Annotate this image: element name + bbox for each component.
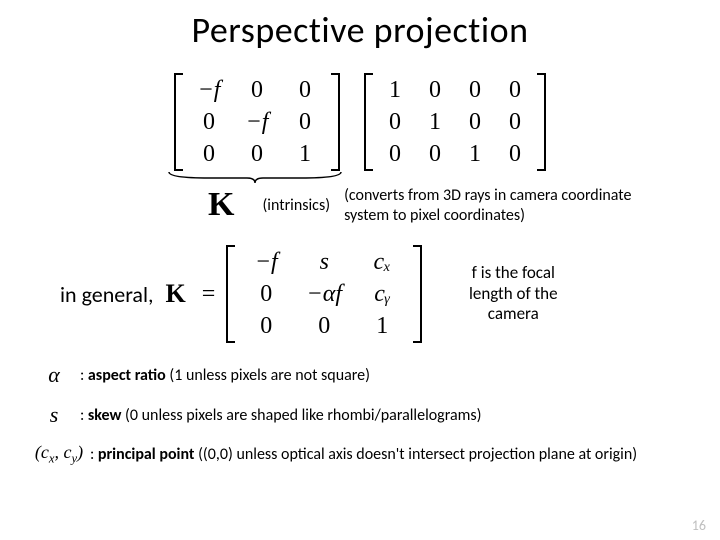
- def-text: : principal point ((0,0) unless optical …: [90, 445, 637, 464]
- matrix-cell: 0: [233, 74, 281, 106]
- matrix-cell: 0: [495, 74, 535, 106]
- in-general-label: in general,: [60, 281, 154, 308]
- slide-number: 16: [692, 517, 706, 534]
- cxcy-symbol: (cx, cy): [28, 442, 90, 467]
- right-bracket-icon: [411, 244, 425, 344]
- intrinsics-matrix: −f000−f0001: [171, 72, 343, 172]
- matrix-cell: 0: [455, 106, 495, 138]
- matrix-cell: 0: [415, 138, 455, 170]
- matrix-cell: 0: [185, 106, 233, 138]
- matrix-cell: 0: [281, 74, 329, 106]
- matrix-cell: −f: [233, 106, 281, 138]
- equals-sign: =: [202, 281, 216, 308]
- matrix-cell: 0: [495, 138, 535, 170]
- def-principal-point: (cx, cy) : principal point ((0,0) unless…: [28, 442, 720, 467]
- focal-length-note: f is the focal length of the camera: [453, 263, 573, 324]
- k-annotation-row: K (intrinsics) (converts from 3D rays in…: [208, 186, 720, 226]
- matrix-cell: 1: [281, 138, 329, 170]
- general-k-matrix: −fscₓ0−αfcᵧ001: [223, 244, 425, 344]
- matrix-cell: 0: [233, 138, 281, 170]
- matrix-cell: 1: [353, 310, 411, 342]
- k-eq-symbol: K: [166, 279, 186, 309]
- matrix-cell: 0: [237, 278, 295, 310]
- matrix-cell: −f: [185, 74, 233, 106]
- page-title: Perspective projection: [0, 0, 720, 52]
- matrix-cell: 1: [415, 106, 455, 138]
- matrix-cell: −f: [237, 246, 295, 278]
- matrix-cell: cₓ: [353, 246, 411, 278]
- matrix-cell: −αf: [295, 278, 353, 310]
- matrix-cell: 0: [375, 106, 415, 138]
- matrix-cell: 0: [375, 138, 415, 170]
- matrix-cell: 0: [495, 106, 535, 138]
- matrix-cell: 0: [295, 310, 353, 342]
- matrix-cell: cᵧ: [353, 278, 411, 310]
- matrix-cell: 0: [281, 106, 329, 138]
- underbrace: [0, 170, 720, 184]
- right-bracket-icon: [329, 72, 343, 172]
- def-skew: s : skew (0 unless pixels are shaped lik…: [28, 402, 720, 428]
- alpha-symbol: α: [28, 362, 80, 388]
- s-symbol: s: [28, 402, 80, 428]
- left-bracket-icon: [223, 244, 237, 344]
- matrix-cell: 0: [185, 138, 233, 170]
- converts-note: (converts from 3D rays in camera coordin…: [344, 186, 674, 226]
- k-symbol: K: [208, 186, 234, 224]
- left-bracket-icon: [171, 72, 185, 172]
- matrix-cell: 1: [375, 74, 415, 106]
- intrinsics-label: (intrinsics): [262, 196, 330, 215]
- def-text: : skew (0 unless pixels are shaped like …: [80, 406, 482, 425]
- matrix-cell: s: [295, 246, 353, 278]
- brace-icon: [165, 170, 345, 184]
- matrix-cell: 0: [237, 310, 295, 342]
- matrix-cell: 0: [455, 74, 495, 106]
- general-row: in general, K = −fscₓ0−αfcᵧ001 f is the …: [0, 244, 720, 344]
- right-bracket-icon: [535, 72, 549, 172]
- def-text: : aspect ratio (1 unless pixels are not …: [80, 366, 370, 385]
- definitions-list: α : aspect ratio (1 unless pixels are no…: [0, 362, 720, 467]
- matrices-row: −f000−f0001 100001000010: [0, 72, 720, 172]
- left-bracket-icon: [361, 72, 375, 172]
- matrix-cell: 1: [455, 138, 495, 170]
- def-aspect-ratio: α : aspect ratio (1 unless pixels are no…: [28, 362, 720, 388]
- matrix-cell: 0: [415, 74, 455, 106]
- projection-matrix: 100001000010: [361, 72, 549, 172]
